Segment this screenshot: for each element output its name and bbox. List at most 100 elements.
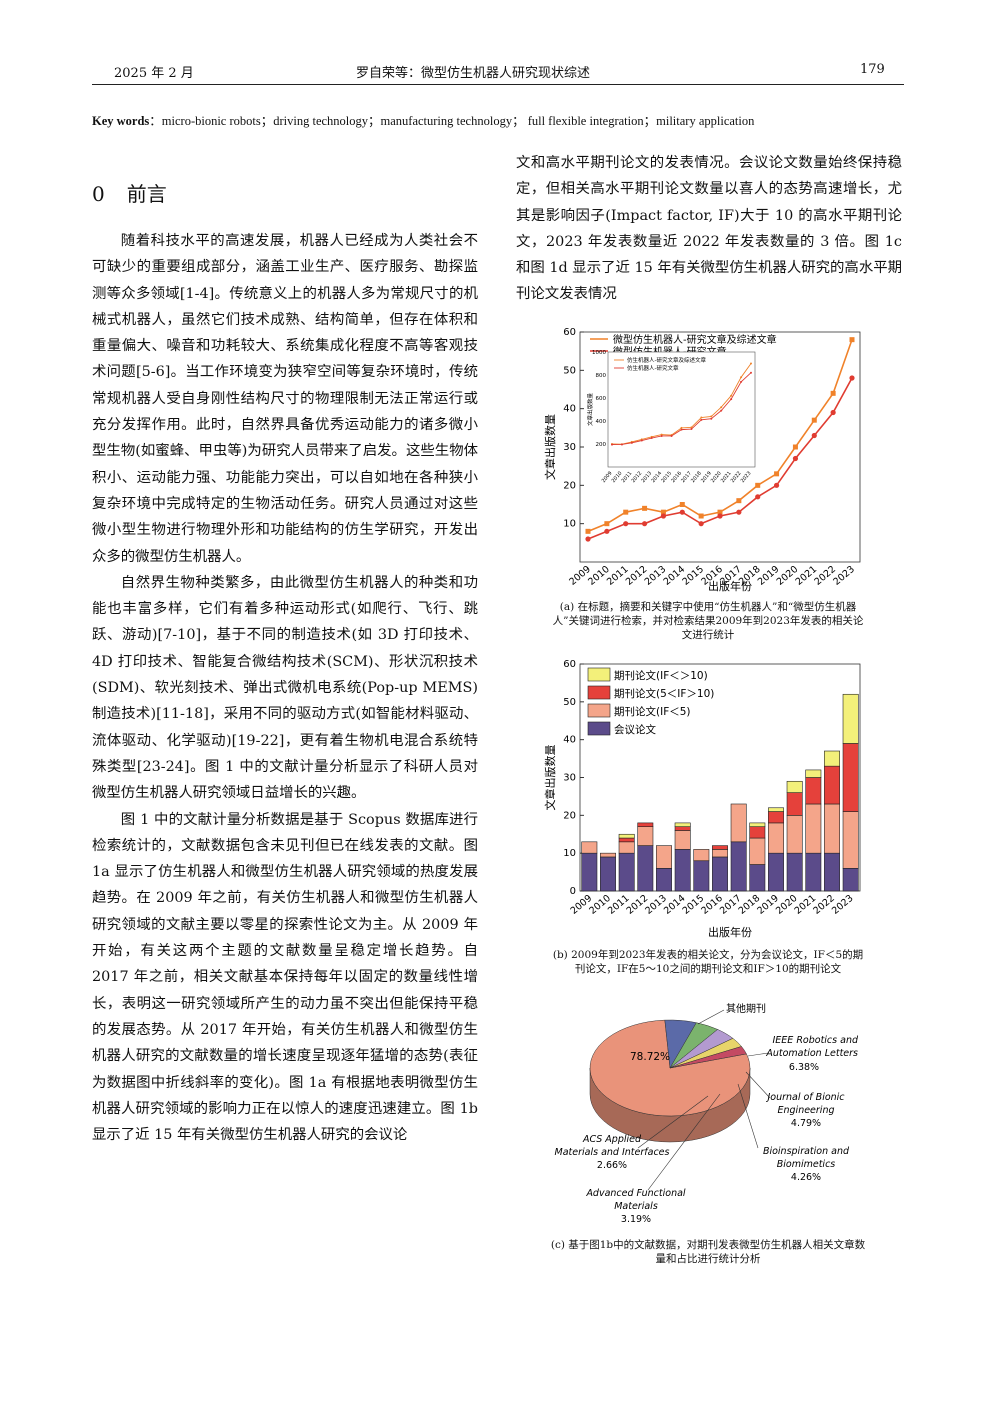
- bar-segment: [674, 849, 691, 892]
- inset-data-point: [750, 362, 752, 365]
- caption-a: (a) 在标题，摘要和关键字中使用“仿生机器人”和“微型仿生机器人”关键词进行检…: [552, 601, 864, 641]
- data-point: [679, 502, 685, 507]
- slice-label: Bioinspiration and: [763, 1146, 850, 1157]
- bar-segment: [618, 833, 635, 839]
- bar-segment: [786, 780, 803, 793]
- y-tick-label: 0: [570, 886, 576, 897]
- data-point: [811, 417, 817, 423]
- inset-data-point: [740, 380, 743, 383]
- inset-data-point: [720, 409, 723, 412]
- y-tick-label: 40: [563, 735, 576, 746]
- data-point: [736, 509, 742, 515]
- caption-b: (b) 2009年到2023年发表的相关论文，分为会议论文，IF＜5的期刊论文，…: [552, 949, 864, 975]
- inset-data-point: [650, 437, 653, 440]
- slice-label: Automation Letters: [765, 1048, 858, 1059]
- legend-label: 期刊论文(IF＜＞10): [614, 669, 708, 682]
- data-point: [585, 536, 591, 542]
- inset-y-tick-label: 200: [596, 442, 607, 448]
- caption-c: (c) 基于图1b中的文献数据，对期刊发表微型仿生机器人相关文章数量和占比进行统…: [550, 1239, 866, 1265]
- paragraph: 图 1 中的文献计量分析数据是基于 Scopus 数据库进行检索统计的，文献数据…: [92, 811, 478, 1144]
- inset-data-point: [700, 418, 703, 421]
- inset-legend-label: 仿生机器人-研究文章及综述文章: [627, 356, 706, 364]
- y-tick-label: 30: [563, 442, 576, 453]
- slice-label: Materials and Interfaces: [555, 1147, 670, 1158]
- legend-swatch: [587, 721, 611, 736]
- slice-label: ACS Applied: [582, 1134, 642, 1145]
- bar-segment: [768, 807, 784, 812]
- bar-segment: [824, 803, 840, 854]
- y-tick-label: 10: [563, 848, 576, 859]
- section-title: 前言: [126, 182, 167, 206]
- inset-data-point: [660, 434, 663, 437]
- slice-label: 其他期刊: [726, 1002, 766, 1015]
- x-axis-label: 出版年份: [708, 925, 752, 939]
- inset-data-point: [611, 443, 613, 446]
- data-point: [698, 513, 704, 519]
- leader-line: [737, 1083, 759, 1149]
- bar-segment: [656, 868, 672, 892]
- data-point: [736, 498, 742, 504]
- y-axis-label: 文章出版数量: [543, 745, 557, 811]
- inset-data-point: [690, 428, 693, 431]
- bar-segment: [805, 777, 822, 805]
- section-number: 0: [92, 182, 105, 206]
- leader-line: [647, 1093, 721, 1191]
- slice-value-label: 4.79%: [791, 1118, 821, 1129]
- y-tick-label: 30: [563, 773, 576, 784]
- bar-segment: [712, 849, 728, 858]
- inset-data-point: [750, 371, 752, 374]
- inset-data-point: [630, 441, 633, 444]
- data-point: [755, 494, 761, 500]
- data-point: [792, 444, 798, 450]
- bar-segment: [842, 868, 859, 892]
- bar-segment: [637, 826, 654, 846]
- inset-data-point: [680, 428, 683, 431]
- data-point: [849, 375, 855, 381]
- data-point: [585, 528, 591, 534]
- data-point: [604, 528, 610, 534]
- bar-segment: [824, 852, 840, 892]
- bar-segment: [842, 693, 859, 744]
- legend-label: 期刊论文(IF＜5): [614, 705, 691, 718]
- inset-data-point: [660, 433, 663, 436]
- bar-segment: [637, 845, 654, 892]
- inset-data-point: [670, 434, 673, 437]
- bar-segment: [749, 864, 766, 892]
- figure-1b-bar-chart: 0102030405060200920102011201220132014201…: [543, 659, 861, 939]
- data-point: [604, 521, 610, 527]
- y-tick-label: 10: [563, 519, 576, 530]
- slice-label: Journal of Bionic: [765, 1092, 845, 1103]
- bar-segment: [581, 841, 598, 854]
- data-point: [849, 337, 855, 343]
- y-tick-label: 50: [563, 697, 576, 708]
- page-number: 179: [860, 62, 885, 77]
- right-column: 文和高水平期刊论文的发表情况。会议论文数量始终保持稳定，但相关高水平期刊论文数量…: [516, 150, 902, 308]
- bar-segment: [730, 841, 747, 892]
- bar-segment: [618, 852, 635, 892]
- data-point: [660, 509, 666, 515]
- data-point: [623, 509, 629, 515]
- bar-segment: [712, 845, 728, 850]
- bar-segment: [786, 815, 803, 854]
- bar-segment: [805, 852, 822, 892]
- inset-data-point: [730, 398, 733, 401]
- figure-1a-line-chart: 1020304050602009201020112012201320142015…: [543, 327, 861, 593]
- y-tick-label: 20: [563, 810, 576, 821]
- slice-label: Advanced Functional: [585, 1188, 685, 1199]
- data-point: [642, 505, 648, 511]
- y-tick-label: 50: [563, 365, 576, 376]
- inset-frame: [607, 351, 756, 468]
- bar-segment: [786, 792, 803, 816]
- slice-label: IEEE Robotics and: [772, 1035, 858, 1046]
- inset-data-point: [740, 376, 743, 379]
- y-tick-label: 60: [563, 659, 576, 670]
- inset-data-point: [700, 416, 703, 419]
- bar-segment: [730, 803, 747, 843]
- inset-y-tick-label: 800: [596, 373, 607, 379]
- bar-segment: [805, 769, 822, 778]
- bar-segment: [674, 830, 691, 850]
- slice-value-label: 4.26%: [791, 1172, 821, 1183]
- data-point: [811, 432, 817, 439]
- slice-value-label: 78.72%: [630, 1051, 670, 1063]
- paragraph: 随着科技水平的高速发展，机器人已经成为人类社会不可缺少的重要组成部分，涵盖工业生…: [92, 233, 478, 565]
